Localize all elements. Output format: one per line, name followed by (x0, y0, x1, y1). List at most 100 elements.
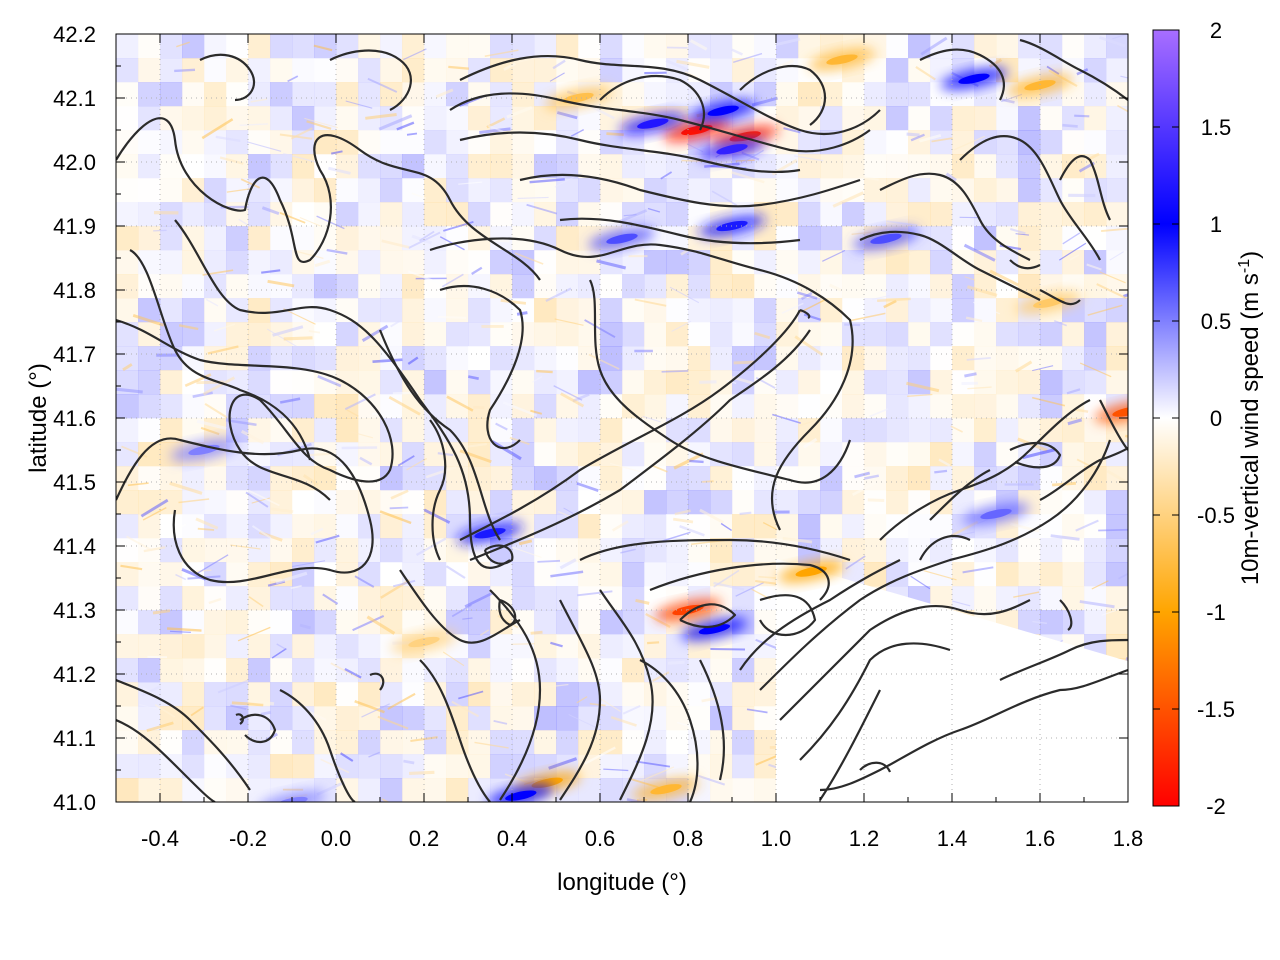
heatmap-streak (550, 570, 584, 578)
heatmap-streak (361, 324, 389, 342)
heatmap-cell (512, 154, 535, 179)
heatmap-streak (645, 612, 671, 629)
heatmap-streak (435, 88, 454, 99)
heatmap-streak (530, 630, 543, 635)
heatmap-cell (578, 682, 601, 707)
heatmap-cell (446, 346, 469, 371)
heatmap-cell (1062, 442, 1085, 467)
heatmap-cell (160, 178, 183, 203)
heatmap-cell (864, 370, 887, 395)
heatmap-cell (996, 274, 1019, 299)
heatmap-streak (511, 546, 542, 558)
heatmap-cell (842, 394, 865, 419)
heatmap-cell (930, 490, 953, 515)
heatmap-cell (688, 658, 711, 683)
contour-line (679, 603, 737, 628)
heatmap-cell (116, 106, 139, 131)
heatmap-cell (974, 34, 997, 59)
heatmap-cell (380, 682, 403, 707)
heatmap-cell (578, 346, 601, 371)
heatmap-cell (490, 490, 513, 515)
x-axis: -0.4 -0.2 0.0 0.2 0.4 0.6 0.8 1.0 1.2 1.4 1.6 1.8 (115, 34, 1143, 851)
heatmap-cell (314, 322, 337, 347)
heatmap-cell (578, 538, 601, 563)
heatmap-cell (600, 610, 623, 635)
heatmap-cell (512, 130, 535, 155)
heatmap-cell (754, 298, 777, 323)
heatmap-streak (175, 573, 187, 581)
heatmap-cell (798, 370, 821, 395)
heatmap-streak (635, 598, 650, 605)
heatmap-cell (490, 370, 513, 395)
heatmap-cell (270, 58, 293, 83)
heatmap-cell (886, 130, 909, 155)
heatmap-streak (952, 600, 971, 607)
contour-line (1019, 38, 1128, 101)
heatmap-cell (1018, 106, 1041, 131)
heatmap-streak (1087, 304, 1123, 316)
heatmap-streak (910, 575, 931, 590)
heatmap-cell (622, 298, 645, 323)
heatmap-streak (732, 52, 763, 63)
heatmap-cell (688, 250, 711, 275)
heatmap-cell (644, 34, 667, 59)
heatmap-cell (864, 58, 887, 83)
heatmap-cell (754, 490, 777, 515)
heatmap-cell (182, 82, 205, 107)
heatmap-cell (116, 706, 139, 731)
contour-line (199, 53, 256, 102)
heatmap-cell (270, 586, 293, 611)
heatmap-streak (299, 623, 311, 630)
contour-line (483, 544, 514, 565)
heatmap-cell (402, 250, 425, 275)
heatmap-cell (138, 82, 161, 107)
heatmap-cell (270, 178, 293, 203)
heatmap-cell (402, 466, 425, 491)
heatmap-cell (358, 178, 381, 203)
heatmap-cell (446, 322, 469, 347)
heatmap-cell (248, 82, 271, 107)
heatmap-cell (776, 178, 799, 203)
heatmap-cell (160, 58, 183, 83)
heatmap-cell (204, 154, 227, 179)
heatmap-cell (292, 706, 315, 731)
heatmap-streak (667, 660, 685, 665)
heatmap-cell (336, 322, 359, 347)
heatmap-cell (886, 466, 909, 491)
contour-line (579, 538, 851, 562)
heatmap-cell (534, 586, 557, 611)
heatmap-streak (1062, 232, 1081, 245)
heatmap-cell (1062, 34, 1085, 59)
heatmap-streak (445, 565, 466, 579)
heatmap-cell (314, 34, 337, 59)
heatmap-cell (358, 82, 381, 107)
heatmap-cell (226, 154, 249, 179)
heatmap-cell (336, 562, 359, 587)
heatmap-cell (116, 226, 139, 251)
heatmap-streak (609, 462, 642, 473)
heatmap-cell (732, 442, 755, 467)
heatmap-cell (930, 250, 953, 275)
heatmap-cell (358, 538, 381, 563)
heatmap-cell (776, 538, 799, 563)
x-tick-label: 1.2 (849, 826, 880, 851)
heatmap-streak (514, 252, 544, 265)
heatmap-streak (851, 481, 878, 496)
heatmap-streak (677, 721, 692, 728)
heatmap-streak (596, 259, 627, 270)
heatmap-cell (116, 274, 139, 299)
heatmap-cell (138, 562, 161, 587)
heatmap-streak (1032, 365, 1054, 372)
heatmap-streak (283, 336, 313, 341)
x-tick-label: 1.0 (761, 826, 792, 851)
heatmap-cell (138, 346, 161, 371)
heatmap-cell (204, 106, 227, 131)
heatmap-cell (1040, 514, 1063, 539)
heatmap-cell (556, 250, 579, 275)
heatmap-cell (622, 178, 645, 203)
heatmap-streak (304, 117, 339, 129)
y-tick-label: 42.2 (53, 22, 96, 47)
colorbar-tick-label: -0.5 (1197, 503, 1235, 528)
contour-line (369, 672, 385, 691)
heatmap-streak (1098, 528, 1128, 532)
